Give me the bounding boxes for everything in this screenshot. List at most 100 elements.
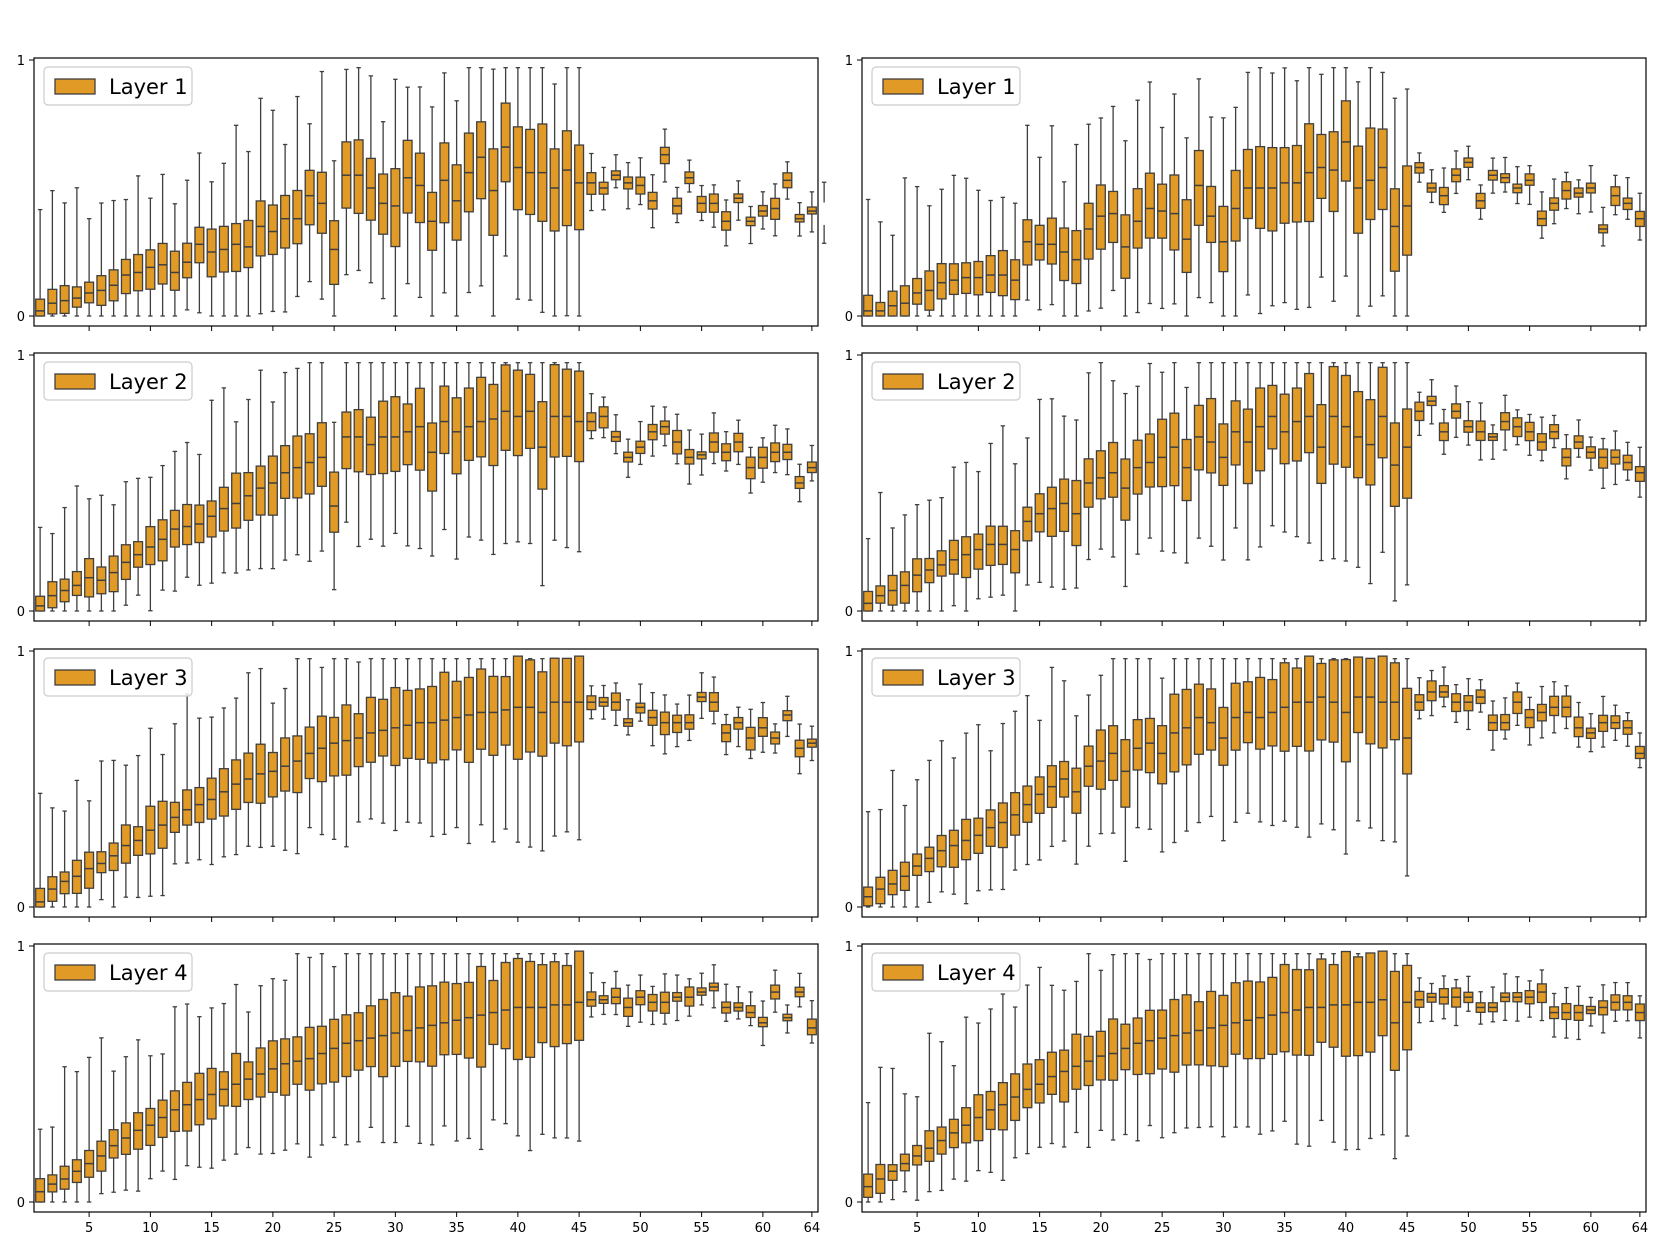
box-iqr bbox=[341, 1014, 352, 1078]
box-iqr bbox=[899, 1153, 910, 1172]
box-iqr bbox=[875, 301, 886, 317]
box-24 bbox=[316, 953, 327, 1146]
box-9 bbox=[961, 1016, 972, 1182]
box-iqr bbox=[1316, 958, 1327, 1043]
box-16 bbox=[1046, 125, 1057, 306]
box-40 bbox=[1340, 362, 1351, 562]
box-iqr bbox=[267, 751, 278, 798]
box-42 bbox=[537, 658, 548, 852]
x-tick-label: 5 bbox=[913, 1221, 921, 1236]
box-9 bbox=[133, 754, 144, 899]
box-iqr bbox=[1475, 420, 1486, 442]
box-28 bbox=[365, 658, 376, 820]
box-16 bbox=[1046, 666, 1057, 848]
x-tick-label: 15 bbox=[1031, 1221, 1048, 1236]
box-46 bbox=[586, 972, 597, 1018]
box-52 bbox=[659, 973, 670, 1025]
box-iqr bbox=[108, 555, 119, 593]
legend: Layer 2 bbox=[43, 361, 193, 401]
box-22 bbox=[1120, 392, 1131, 588]
box-56 bbox=[708, 412, 719, 465]
box-47 bbox=[1426, 169, 1437, 204]
box-21 bbox=[280, 143, 291, 313]
box-iqr bbox=[961, 818, 972, 861]
box-6 bbox=[96, 760, 107, 901]
y-tick-label: 1 bbox=[17, 940, 25, 955]
box-iqr bbox=[365, 157, 376, 221]
box-55 bbox=[696, 184, 707, 222]
box-46 bbox=[1414, 677, 1425, 720]
box-11 bbox=[985, 199, 996, 317]
legend-label: Layer 2 bbox=[937, 370, 1016, 394]
box-1 bbox=[863, 811, 874, 908]
box-59 bbox=[745, 708, 756, 760]
box-4 bbox=[899, 177, 910, 317]
box-52 bbox=[1487, 157, 1498, 194]
box-2 bbox=[875, 221, 886, 317]
box-2 bbox=[47, 807, 58, 908]
box-36 bbox=[1291, 80, 1302, 310]
box-44 bbox=[561, 953, 572, 1139]
box-iqr bbox=[757, 1016, 768, 1028]
box-iqr bbox=[378, 173, 389, 235]
box-61 bbox=[1598, 206, 1609, 247]
box-63 bbox=[794, 463, 805, 503]
box-49 bbox=[1451, 385, 1462, 438]
box-41 bbox=[1353, 953, 1364, 1151]
box-34 bbox=[1267, 953, 1278, 1132]
box-43 bbox=[1377, 71, 1388, 297]
box-18 bbox=[1071, 715, 1082, 865]
box-9 bbox=[133, 175, 144, 317]
box-43 bbox=[1377, 362, 1388, 553]
legend: Layer 3 bbox=[871, 657, 1021, 697]
box-12 bbox=[169, 1006, 180, 1181]
legend: Layer 2 bbox=[871, 361, 1021, 401]
box-25 bbox=[1157, 126, 1168, 310]
legend-frame bbox=[871, 952, 1021, 992]
box-iqr bbox=[1353, 956, 1364, 1057]
box-iqr bbox=[512, 126, 523, 211]
box-24 bbox=[1144, 362, 1155, 539]
box-iqr bbox=[1230, 982, 1241, 1055]
box-22 bbox=[1120, 658, 1131, 862]
axes-frame bbox=[33, 943, 819, 1213]
box-10 bbox=[973, 1022, 984, 1172]
box-29 bbox=[1206, 658, 1217, 818]
box-12 bbox=[997, 196, 1008, 317]
y-tick-label: 0 bbox=[17, 1196, 25, 1211]
box-iqr bbox=[1524, 708, 1535, 729]
box-43 bbox=[1377, 655, 1388, 842]
axes-frame bbox=[861, 943, 1647, 1213]
box-18 bbox=[243, 150, 254, 317]
axes-frame bbox=[33, 352, 819, 622]
box-iqr bbox=[948, 539, 959, 575]
box-34 bbox=[1267, 362, 1278, 527]
box-19 bbox=[255, 667, 266, 849]
box-iqr bbox=[696, 195, 707, 213]
box-53 bbox=[1500, 973, 1511, 1021]
box-iqr bbox=[985, 525, 996, 567]
box-21 bbox=[1108, 658, 1119, 834]
x-tick-label: 64 bbox=[804, 1221, 821, 1236]
box-iqr bbox=[402, 403, 413, 466]
box-11 bbox=[157, 1053, 168, 1172]
box-iqr bbox=[451, 680, 462, 751]
box-51 bbox=[647, 405, 658, 457]
box-28 bbox=[1193, 953, 1204, 1129]
box-iqr bbox=[439, 671, 450, 761]
box-56 bbox=[708, 964, 719, 1009]
panel-3: 0 1 Layer 3 bbox=[17, 645, 819, 922]
box-iqr bbox=[1377, 366, 1388, 459]
box-40 bbox=[512, 953, 523, 1137]
box-iqr bbox=[427, 685, 438, 764]
y-tick-label: 1 bbox=[845, 940, 853, 955]
box-45 bbox=[1402, 658, 1413, 877]
box-51 bbox=[1475, 679, 1486, 713]
box-19 bbox=[255, 369, 266, 570]
box-7 bbox=[108, 199, 119, 317]
box-3 bbox=[887, 234, 898, 317]
box-iqr bbox=[1377, 950, 1388, 1037]
box-iqr bbox=[1120, 458, 1131, 521]
box-49 bbox=[623, 699, 634, 736]
